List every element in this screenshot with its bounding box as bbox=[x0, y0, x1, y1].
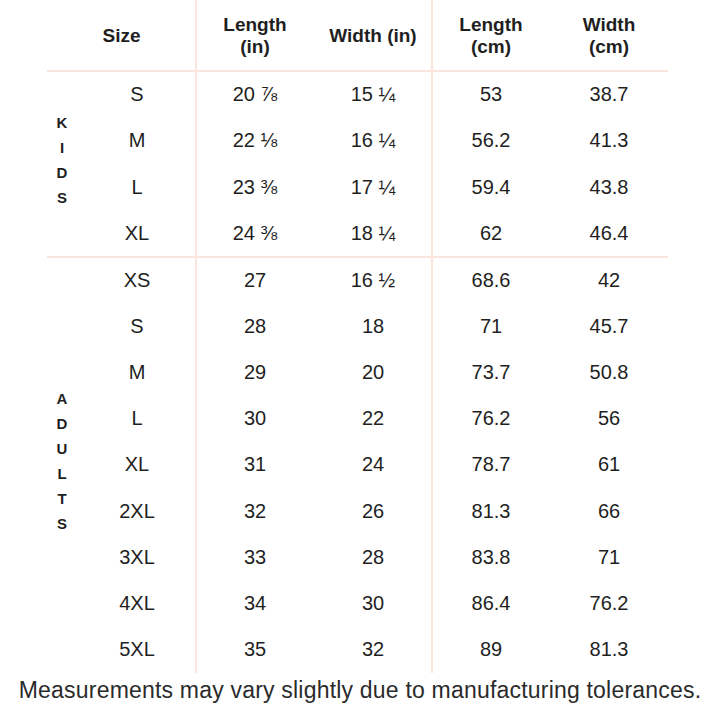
cell-width-cm: 45.7 bbox=[550, 315, 668, 338]
header-size: Size bbox=[0, 25, 196, 47]
cell-length-in: 30 bbox=[196, 407, 314, 430]
table-row: XS 27 16 ½ 68.6 42 bbox=[0, 257, 668, 303]
cell-length-cm: 56.2 bbox=[432, 129, 550, 152]
table-header-row: Size Length (in) Width (in) Length (cm) … bbox=[0, 0, 668, 71]
cell-width-cm: 46.4 bbox=[550, 222, 668, 245]
cell-width-cm: 71 bbox=[550, 546, 668, 569]
header-length-in: Length (in) bbox=[196, 14, 314, 58]
cell-size: 5XL bbox=[78, 638, 196, 661]
cell-width-cm: 43.8 bbox=[550, 176, 668, 199]
tolerance-note: Measurements may vary slightly due to ma… bbox=[0, 677, 720, 704]
cell-width-cm: 42 bbox=[550, 269, 668, 292]
table-row: 3XL 33 28 83.8 71 bbox=[0, 534, 668, 580]
cell-length-cm: 78.7 bbox=[432, 453, 550, 476]
cell-length-in: 20 ⅞ bbox=[196, 83, 314, 106]
cell-length-cm: 89 bbox=[432, 638, 550, 661]
cell-length-in: 35 bbox=[196, 638, 314, 661]
cell-size: XL bbox=[78, 453, 196, 476]
cell-length-in: 22 ⅛ bbox=[196, 129, 314, 152]
cell-width-in: 30 bbox=[314, 592, 432, 615]
cell-size: L bbox=[78, 407, 196, 430]
cell-width-in: 16 ¼ bbox=[314, 129, 432, 152]
cell-size: 2XL bbox=[78, 500, 196, 523]
row-group-label-kids: KIDS bbox=[44, 71, 80, 257]
cell-length-in: 31 bbox=[196, 453, 314, 476]
cell-length-in: 27 bbox=[196, 269, 314, 292]
table-row: L 23 ⅜ 17 ¼ 59.4 43.8 bbox=[0, 164, 668, 211]
cell-width-in: 20 bbox=[314, 361, 432, 384]
cell-width-cm: 56 bbox=[550, 407, 668, 430]
table-row: 4XL 34 30 86.4 76.2 bbox=[0, 581, 668, 627]
cell-length-in: 28 bbox=[196, 315, 314, 338]
cell-length-cm: 71 bbox=[432, 315, 550, 338]
adults-rows: XS 27 16 ½ 68.6 42 S 28 18 71 45.7 M 29 … bbox=[0, 257, 668, 673]
cell-size: L bbox=[78, 176, 196, 199]
table-row: M 29 20 73.7 50.8 bbox=[0, 349, 668, 395]
table-row: L 30 22 76.2 56 bbox=[0, 396, 668, 442]
cell-size: 4XL bbox=[78, 592, 196, 615]
cell-width-cm: 50.8 bbox=[550, 361, 668, 384]
row-group-label-adults: ADULTS bbox=[44, 257, 80, 673]
cell-length-in: 32 bbox=[196, 500, 314, 523]
cell-width-cm: 61 bbox=[550, 453, 668, 476]
cell-length-in: 29 bbox=[196, 361, 314, 384]
cell-length-cm: 68.6 bbox=[432, 269, 550, 292]
cell-width-in: 16 ½ bbox=[314, 269, 432, 292]
cell-length-in: 24 ⅜ bbox=[196, 222, 314, 245]
cell-size: XS bbox=[78, 269, 196, 292]
cell-width-in: 26 bbox=[314, 500, 432, 523]
cell-size: S bbox=[78, 83, 196, 106]
row-group-kids: KIDS S 20 ⅞ 15 ¼ 53 38.7 M 22 ⅛ 16 ¼ 56.… bbox=[0, 71, 668, 257]
table-row: S 28 18 71 45.7 bbox=[0, 303, 668, 349]
cell-size: S bbox=[78, 315, 196, 338]
cell-length-cm: 81.3 bbox=[432, 500, 550, 523]
cell-width-in: 24 bbox=[314, 453, 432, 476]
cell-width-cm: 38.7 bbox=[550, 83, 668, 106]
cell-length-cm: 59.4 bbox=[432, 176, 550, 199]
group-label-text: KIDS bbox=[54, 114, 71, 214]
table-row: 5XL 35 32 89 81.3 bbox=[0, 627, 668, 673]
cell-size: XL bbox=[78, 222, 196, 245]
kids-rows: S 20 ⅞ 15 ¼ 53 38.7 M 22 ⅛ 16 ¼ 56.2 41.… bbox=[0, 71, 668, 257]
cell-length-cm: 86.4 bbox=[432, 592, 550, 615]
header-length-cm: Length (cm) bbox=[432, 14, 550, 58]
cell-length-in: 23 ⅜ bbox=[196, 176, 314, 199]
table-row: XL 24 ⅜ 18 ¼ 62 46.4 bbox=[0, 211, 668, 258]
cell-length-cm: 73.7 bbox=[432, 361, 550, 384]
table-row: XL 31 24 78.7 61 bbox=[0, 442, 668, 488]
cell-size: M bbox=[78, 129, 196, 152]
cell-length-cm: 83.8 bbox=[432, 546, 550, 569]
cell-length-in: 33 bbox=[196, 546, 314, 569]
cell-width-in: 28 bbox=[314, 546, 432, 569]
cell-width-cm: 41.3 bbox=[550, 129, 668, 152]
table-row: S 20 ⅞ 15 ¼ 53 38.7 bbox=[0, 71, 668, 118]
cell-width-in: 17 ¼ bbox=[314, 176, 432, 199]
size-chart: Size Length (in) Width (in) Length (cm) … bbox=[0, 0, 720, 720]
cell-width-cm: 66 bbox=[550, 500, 668, 523]
cell-width-in: 18 ¼ bbox=[314, 222, 432, 245]
cell-length-cm: 76.2 bbox=[432, 407, 550, 430]
cell-width-cm: 76.2 bbox=[550, 592, 668, 615]
table-row: 2XL 32 26 81.3 66 bbox=[0, 488, 668, 534]
row-group-adults: ADULTS XS 27 16 ½ 68.6 42 S 28 18 71 45.… bbox=[0, 257, 668, 673]
group-label-text: ADULTS bbox=[54, 390, 71, 540]
header-width-in: Width (in) bbox=[314, 25, 432, 47]
cell-width-cm: 81.3 bbox=[550, 638, 668, 661]
cell-width-in: 22 bbox=[314, 407, 432, 430]
table-row: M 22 ⅛ 16 ¼ 56.2 41.3 bbox=[0, 118, 668, 165]
cell-size: 3XL bbox=[78, 546, 196, 569]
cell-length-cm: 53 bbox=[432, 83, 550, 106]
cell-length-cm: 62 bbox=[432, 222, 550, 245]
cell-width-in: 32 bbox=[314, 638, 432, 661]
header-width-cm: Width (cm) bbox=[550, 14, 668, 58]
cell-length-in: 34 bbox=[196, 592, 314, 615]
cell-width-in: 15 ¼ bbox=[314, 83, 432, 106]
cell-size: M bbox=[78, 361, 196, 384]
cell-width-in: 18 bbox=[314, 315, 432, 338]
